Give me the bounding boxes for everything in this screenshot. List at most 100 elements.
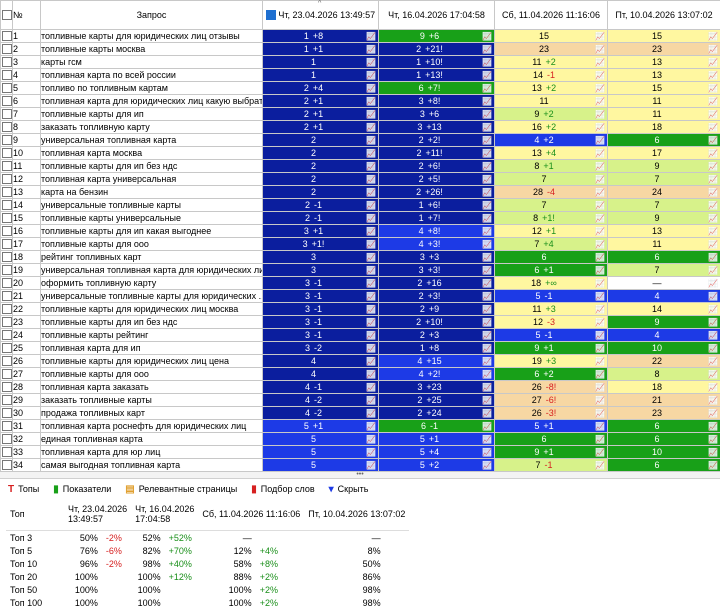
position-cell[interactable]: 13+4📈 xyxy=(495,147,608,160)
position-cell[interactable]: 2+25📈 xyxy=(379,394,495,407)
line-chart-icon[interactable]: 📈 xyxy=(593,318,607,327)
line-chart-icon[interactable]: 📈 xyxy=(706,409,720,418)
position-cell[interactable]: 2+26!📈 xyxy=(379,186,495,199)
column-header-date-3[interactable]: Сб, 11.04.2026 11:16:06 xyxy=(495,1,608,30)
row-query[interactable]: оформить топливную карту xyxy=(41,277,263,290)
position-cell[interactable]: 2+1📈 xyxy=(263,95,379,108)
position-cell[interactable]: 1📈 xyxy=(263,69,379,82)
position-cell[interactable]: 7📈 xyxy=(495,199,608,212)
position-cell[interactable]: 5+1📈 xyxy=(495,420,608,433)
line-chart-icon[interactable]: 📈 xyxy=(364,214,378,223)
position-cell[interactable]: 2+5!📈 xyxy=(379,173,495,186)
line-chart-icon[interactable]: 📈 xyxy=(480,110,494,119)
line-chart-icon[interactable]: 📈 xyxy=(480,71,494,80)
line-chart-icon[interactable]: 📈 xyxy=(480,383,494,392)
checkbox[interactable] xyxy=(2,239,12,249)
position-cell[interactable]: 2+6!📈 xyxy=(379,160,495,173)
row-checkbox[interactable] xyxy=(1,264,13,277)
line-chart-icon[interactable]: 📈 xyxy=(480,318,494,327)
line-chart-icon[interactable]: 📈 xyxy=(706,58,720,67)
checkbox[interactable] xyxy=(2,148,12,158)
line-chart-icon[interactable]: 📈 xyxy=(364,97,378,106)
row-query[interactable]: топливные карты рейтинг xyxy=(41,329,263,342)
position-cell[interactable]: 2📈 xyxy=(263,173,379,186)
checkbox[interactable] xyxy=(2,96,12,106)
row-checkbox[interactable] xyxy=(1,342,13,355)
checkbox[interactable] xyxy=(2,109,12,119)
line-chart-icon[interactable]: 📈 xyxy=(706,357,720,366)
line-chart-icon[interactable]: 📈 xyxy=(480,396,494,405)
line-chart-icon[interactable]: 📈 xyxy=(593,175,607,184)
position-cell[interactable]: 12+1📈 xyxy=(495,225,608,238)
checkbox[interactable] xyxy=(2,356,12,366)
line-chart-icon[interactable]: 📈 xyxy=(706,370,720,379)
position-cell[interactable]: 7+4📈 xyxy=(495,238,608,251)
position-cell[interactable]: 26-8!📈 xyxy=(495,381,608,394)
tab-relevant-pages[interactable]: ▤Релевантные страницы xyxy=(125,484,237,495)
row-checkbox[interactable] xyxy=(1,459,13,472)
line-chart-icon[interactable]: 📈 xyxy=(593,266,607,275)
position-cell[interactable]: 2+16📈 xyxy=(379,277,495,290)
line-chart-icon[interactable]: 📈 xyxy=(593,123,607,132)
row-checkbox[interactable] xyxy=(1,251,13,264)
position-cell[interactable]: 6📈 xyxy=(608,420,720,433)
line-chart-icon[interactable]: 📈 xyxy=(364,292,378,301)
position-cell[interactable]: 6-1📈 xyxy=(379,420,495,433)
line-chart-icon[interactable]: 📈 xyxy=(364,422,378,431)
line-chart-icon[interactable]: 📈 xyxy=(706,188,720,197)
line-chart-icon[interactable]: 📈 xyxy=(480,435,494,444)
tab-word-selection[interactable]: ▮Подбор слов xyxy=(251,484,314,495)
position-cell[interactable]: 6📈 xyxy=(495,433,608,446)
row-checkbox[interactable] xyxy=(1,56,13,69)
line-chart-icon[interactable]: 📈 xyxy=(364,227,378,236)
line-chart-icon[interactable]: 📈 xyxy=(480,461,494,470)
position-cell[interactable]: 2+9📈 xyxy=(379,303,495,316)
position-cell[interactable]: 3+1📈 xyxy=(263,225,379,238)
row-checkbox[interactable] xyxy=(1,277,13,290)
line-chart-icon[interactable]: 📈 xyxy=(364,175,378,184)
position-cell[interactable]: 9+1📈 xyxy=(495,446,608,459)
line-chart-icon[interactable]: 📈 xyxy=(706,461,720,470)
position-cell[interactable]: 7📈 xyxy=(608,173,720,186)
checkbox[interactable] xyxy=(2,31,12,41)
position-cell[interactable]: 18📈 xyxy=(608,121,720,134)
line-chart-icon[interactable]: 📈 xyxy=(480,227,494,236)
row-checkbox[interactable] xyxy=(1,433,13,446)
position-cell[interactable]: 6+7!📈 xyxy=(379,82,495,95)
position-cell[interactable]: 5📈 xyxy=(263,433,379,446)
column-header-date-2[interactable]: Чт, 16.04.2026 17:04:58 xyxy=(379,1,495,30)
column-checkbox[interactable] xyxy=(266,10,276,20)
line-chart-icon[interactable]: 📈 xyxy=(480,32,494,41)
row-query[interactable]: универсальные топливные карты для юридич… xyxy=(41,290,263,303)
row-query[interactable]: топливная карта для юридических лиц каку… xyxy=(41,95,263,108)
checkbox[interactable] xyxy=(2,408,12,418)
position-cell[interactable]: 2+2!📈 xyxy=(379,134,495,147)
row-query[interactable]: карта на бензин xyxy=(41,186,263,199)
position-cell[interactable]: 3+6📈 xyxy=(379,108,495,121)
position-cell[interactable]: 11📈 xyxy=(495,95,608,108)
row-checkbox[interactable] xyxy=(1,121,13,134)
line-chart-icon[interactable]: 📈 xyxy=(706,331,720,340)
position-cell[interactable]: 18+∞📈 xyxy=(495,277,608,290)
position-cell[interactable]: 13📈 xyxy=(608,69,720,82)
line-chart-icon[interactable]: 📈 xyxy=(593,331,607,340)
row-query[interactable]: топливная карта для юр лиц xyxy=(41,446,263,459)
position-cell[interactable]: 9📈 xyxy=(608,212,720,225)
line-chart-icon[interactable]: 📈 xyxy=(706,422,720,431)
line-chart-icon[interactable]: 📈 xyxy=(364,435,378,444)
position-cell[interactable]: 5📈 xyxy=(263,459,379,472)
checkbox[interactable] xyxy=(2,200,12,210)
line-chart-icon[interactable]: 📈 xyxy=(480,149,494,158)
